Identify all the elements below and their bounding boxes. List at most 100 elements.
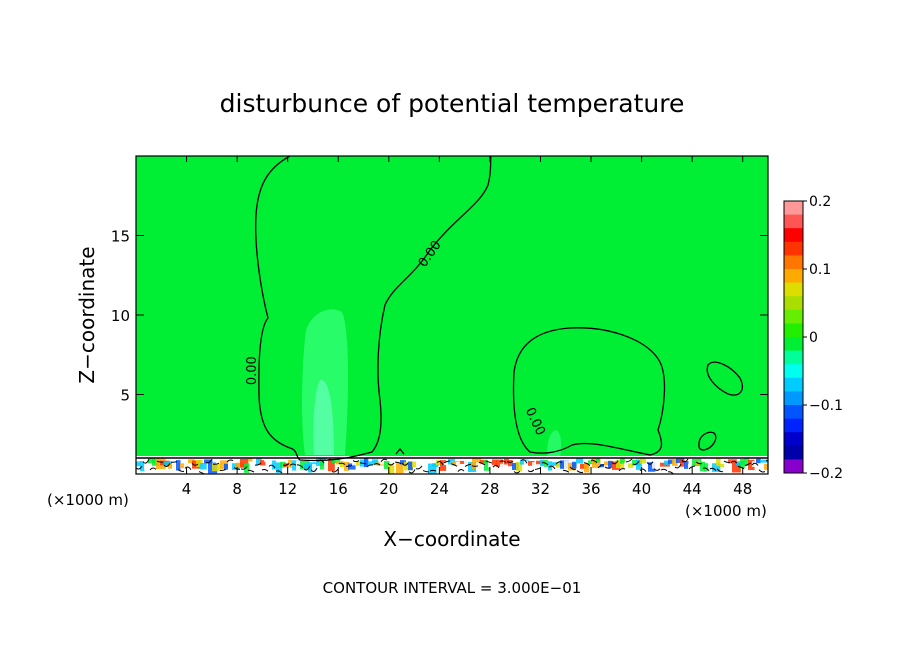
surface-band-cell [508, 459, 513, 467]
surface-band-cell [224, 463, 229, 470]
colorbar-swatch [784, 269, 803, 283]
surface-band-cell [256, 458, 262, 466]
colorbar-swatch [784, 405, 803, 419]
surface-band-cell [744, 458, 750, 466]
surface-band-cell [720, 463, 726, 468]
x-tick-label: 24 [430, 480, 449, 498]
surface-band-cell [756, 458, 761, 464]
colorbar-swatch [784, 255, 803, 270]
surface-band-cell [600, 463, 605, 468]
x-axis-label: X−coordinate [383, 527, 520, 551]
surface-band-cell [448, 458, 455, 465]
surface-band-cell [276, 462, 283, 473]
contour-lines [255, 156, 743, 462]
surface-band-cell [244, 463, 250, 473]
surface-band-cell [204, 459, 213, 464]
surface-band-cell [640, 458, 646, 464]
surface-band-cell [392, 460, 397, 466]
surface-band-cell [408, 461, 413, 471]
x-unit-right: (×1000 m) [685, 502, 767, 520]
surface-band-cell [268, 458, 275, 463]
surface-band-cell [428, 463, 437, 474]
surface-band-cell [524, 460, 531, 471]
surface-band-cell [196, 459, 203, 467]
surface-band-cell [248, 458, 253, 462]
surface-band-cell [568, 462, 576, 471]
colorbar-swatch [784, 337, 803, 351]
surface-band-cell [748, 459, 755, 471]
surface-band-cell [432, 463, 439, 467]
x-tick-label: 40 [632, 480, 651, 498]
surface-band-cell [628, 463, 634, 468]
surface-band-cell [312, 463, 320, 474]
surface-band-cell [608, 460, 613, 468]
surface-band-cell [492, 459, 497, 466]
negative-region-core [313, 379, 334, 455]
surface-band-cell [144, 460, 150, 470]
colorbar-swatch [784, 432, 803, 447]
surface-band-cell [504, 458, 509, 465]
chart-title: disturbunce of potential temperature [220, 89, 685, 118]
colorbar-swatch [784, 418, 803, 433]
colorbar-swatch [784, 241, 803, 256]
surface-band-cell [576, 458, 584, 464]
surface-band-cell [212, 463, 221, 472]
x-tick-label: 44 [683, 480, 702, 498]
colorbar-swatch [784, 445, 803, 460]
x-tick-label: 8 [232, 480, 242, 498]
surface-band-cell [348, 463, 356, 470]
surface-band-cell [584, 463, 590, 473]
surface-band-cell [148, 458, 155, 464]
surface-band-cell [464, 458, 469, 465]
colorbar-tick-label: 0 [809, 330, 818, 346]
surface-band-cell [532, 462, 538, 471]
surface-band-cell [572, 461, 577, 469]
surface-band-cell [684, 461, 689, 469]
surface-band-cell [564, 460, 571, 470]
surface-band-contours [136, 458, 768, 474]
surface-band-cell [700, 461, 706, 472]
surface-band-cell [288, 459, 293, 468]
surface-band-cell [424, 460, 429, 465]
surface-band-cell [444, 461, 452, 466]
colorbar-swatch [784, 282, 803, 297]
surface-band-cell [232, 463, 240, 470]
surface-band-cell [384, 460, 390, 469]
surface-band-cell [484, 460, 490, 471]
colorbar-tick-label: 0.1 [809, 262, 831, 278]
x-tick-label: 16 [329, 480, 348, 498]
y-axis-ticks: 5 10 15 [111, 228, 768, 405]
surface-band-cell [336, 461, 342, 465]
surface-band-cell [228, 460, 233, 472]
colorbar-tick-label: −0.2 [809, 466, 843, 482]
surface-band-cell [732, 463, 741, 473]
y-axis-label: Z−coordinate [75, 246, 99, 383]
y-tick-label: 15 [111, 228, 130, 246]
surface-band-cell [624, 462, 632, 472]
surface-band-cell [296, 460, 301, 471]
surface-band-cell [356, 461, 361, 466]
colorbar-swatch [784, 201, 803, 215]
surface-band-cell [380, 459, 387, 465]
surface-band-cell [636, 459, 642, 470]
colorbar-swatch [784, 296, 803, 311]
colorbar-swatch [784, 364, 803, 379]
surface-band-cell [152, 458, 160, 466]
contour-label: 0.00 [245, 356, 260, 385]
surface-band-cell [420, 462, 428, 470]
x-tick-label: 12 [278, 480, 297, 498]
surface-band-cell [396, 462, 404, 474]
surface-band-cell [372, 459, 379, 463]
colorbar-swatch [784, 323, 803, 338]
contour-line-zero-left [255, 156, 492, 462]
colorbar-swatch [784, 214, 803, 229]
surface-band-cell [260, 460, 266, 466]
colorbar-frame [783, 200, 804, 474]
negative-region-column [302, 309, 349, 455]
field-background [136, 156, 768, 474]
surface-band-cell [416, 461, 421, 468]
contour-line-zero-right [512, 327, 666, 456]
surface-band-cell [364, 458, 369, 468]
surface-band-cell [136, 461, 141, 467]
